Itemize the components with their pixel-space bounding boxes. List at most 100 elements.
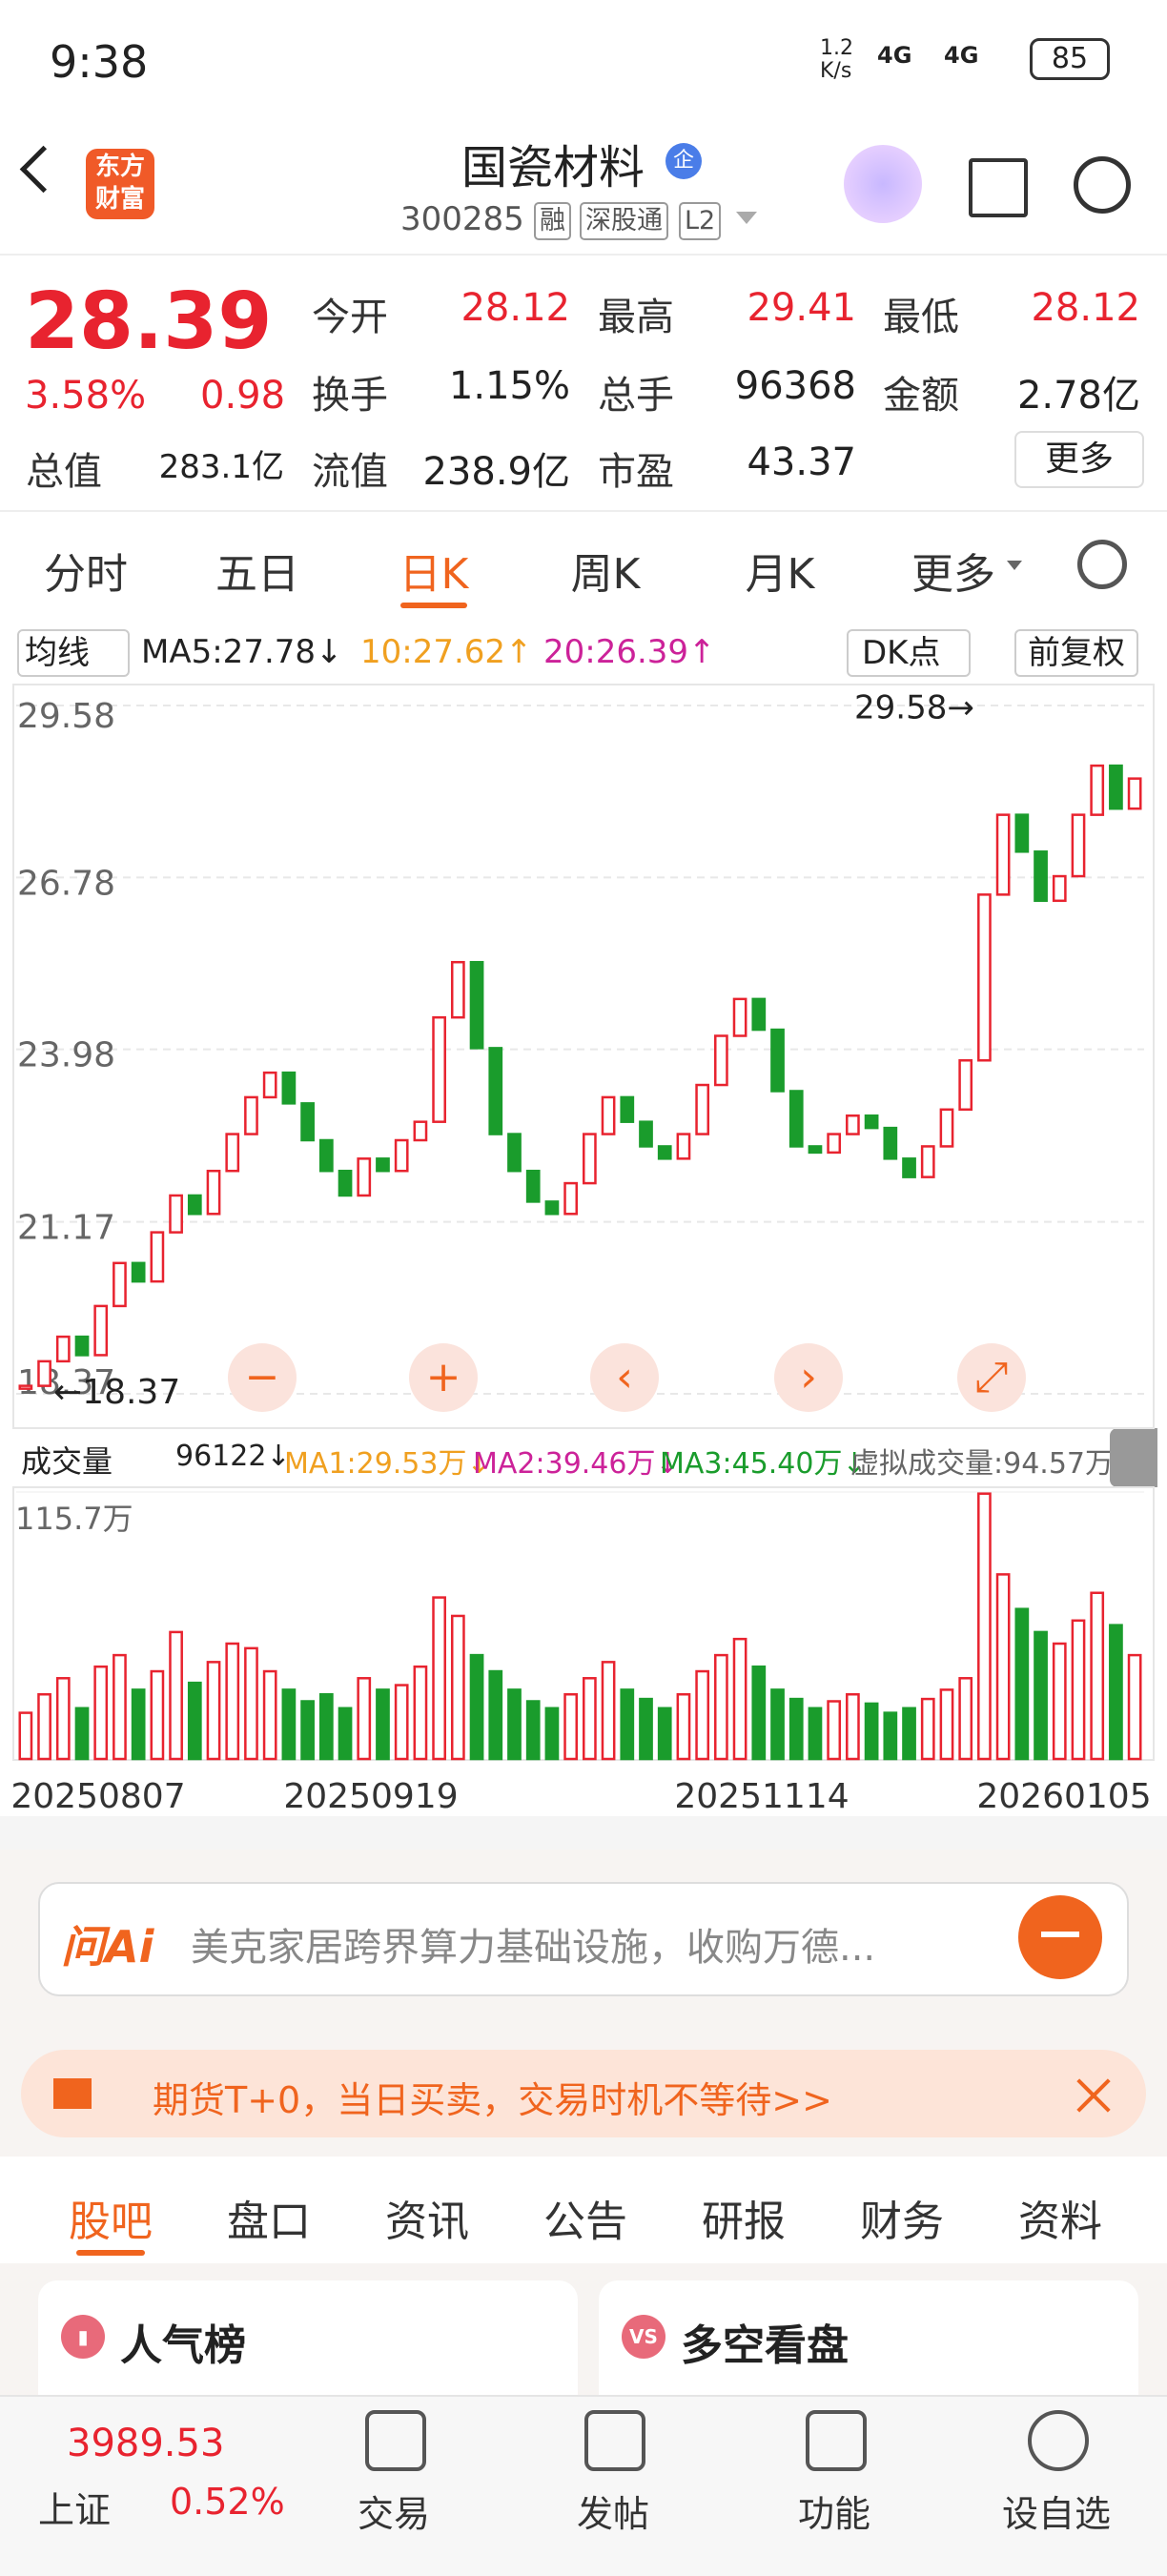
banner-icon [53, 2078, 92, 2109]
volume-bar [639, 1697, 653, 1761]
logo-line: 东方 [94, 153, 145, 181]
date-label: 20260105 [976, 1777, 1151, 1816]
tab[interactable]: 五日 [215, 550, 299, 599]
status-icons [677, 42, 801, 74]
more-button[interactable]: 更多 [1014, 431, 1144, 488]
ma-selector[interactable]: 均线 [17, 629, 130, 677]
candle [827, 1133, 842, 1155]
candle [788, 1090, 804, 1148]
volume-bar [187, 1681, 202, 1761]
volume-frame [12, 1486, 1155, 1761]
candle [846, 1114, 860, 1135]
candle [1090, 764, 1105, 816]
candle [338, 1169, 353, 1197]
dropdown [736, 212, 757, 224]
section-tab-active[interactable]: 股吧 [69, 2198, 153, 2246]
status-time: 9:38 [50, 36, 149, 88]
volume-bar [939, 1688, 954, 1761]
logo: 东方 财富 [86, 149, 154, 219]
tab[interactable]: 分时 [44, 550, 128, 599]
tab[interactable]: 月K [745, 550, 815, 599]
card-icon: ▮ [61, 2315, 105, 2359]
ai-placeholder: 美克家居跨界算力基础设施，收购万德... [191, 1926, 876, 1970]
candle [150, 1231, 165, 1283]
zoom-icon: + [426, 1353, 461, 1401]
fq-button[interactable]: 前复权 [1014, 629, 1138, 677]
candle [55, 1335, 71, 1363]
volume-bar [357, 1677, 372, 1761]
candle [995, 813, 1011, 896]
back-button[interactable] [19, 145, 68, 194]
share-icon[interactable] [969, 158, 1028, 217]
card-title: 多空看盘 [681, 2321, 849, 2370]
tabs-divider [0, 510, 1167, 512]
dk-button[interactable]: DK点 [847, 629, 972, 677]
tab[interactable]: 更多 [911, 550, 995, 599]
candle [169, 1194, 183, 1234]
promo-banner[interactable] [21, 2050, 1146, 2137]
field-label: 总手 [598, 374, 674, 418]
volume-bar [958, 1677, 973, 1761]
section-tab[interactable]: 资料 [1018, 2198, 1102, 2246]
status-net: 4G [944, 42, 979, 69]
nav-icon[interactable] [806, 2410, 867, 2471]
settings-icon[interactable] [1077, 540, 1127, 589]
vol-selector[interactable]: 成交量 [21, 1443, 113, 1480]
nav-item[interactable]: 发帖 [576, 2493, 649, 2535]
field-value: 29.41 [747, 286, 856, 330]
ma20: 20:26.39↑ [543, 633, 716, 671]
ai-search-box[interactable] [38, 1882, 1129, 1996]
volume-bar [93, 1665, 109, 1761]
tab[interactable]: 周K [570, 550, 641, 599]
volume-bar [113, 1653, 127, 1761]
candle [676, 1133, 691, 1160]
volume-bar [846, 1692, 860, 1761]
tab-underline [400, 603, 467, 608]
candle [206, 1169, 221, 1216]
nav-item[interactable]: 交易 [357, 2493, 430, 2535]
nav-icon[interactable] [584, 2410, 645, 2471]
vol-ma3: MA3:45.40万↓ [660, 1447, 867, 1481]
index-change: 0.52% [170, 2481, 285, 2523]
section-tab[interactable]: 研报 [702, 2198, 786, 2246]
nav-icon[interactable] [1028, 2410, 1089, 2471]
y-tick-label: 18.37 [17, 1363, 115, 1402]
ai-go-button[interactable] [1018, 1895, 1102, 1979]
stock-code: 300285 [400, 200, 524, 238]
index-value: 3989.53 [67, 2422, 225, 2465]
section-tab[interactable]: 公告 [543, 2198, 627, 2246]
ai-go-arrow [1041, 1932, 1079, 1937]
nav-icon[interactable] [365, 2410, 426, 2471]
section-tab[interactable]: 资讯 [385, 2198, 469, 2246]
volume-bar [413, 1665, 428, 1761]
y-tick-label: 23.98 [17, 1036, 115, 1075]
search-icon[interactable] [1074, 156, 1131, 214]
candle [450, 960, 465, 1019]
nav-item[interactable]: 设自选 [1001, 2493, 1111, 2535]
volume-bar [1071, 1619, 1086, 1761]
candle [187, 1194, 202, 1216]
section-tab[interactable]: 盘口 [227, 2198, 311, 2246]
volume-bar [977, 1492, 992, 1761]
tab-active[interactable]: 日K [399, 550, 469, 599]
section-tab[interactable]: 财务 [860, 2198, 944, 2246]
stock-name: 国瓷材料 [461, 141, 645, 194]
collapse-button[interactable] [1110, 1428, 1157, 1487]
volume-bar [394, 1684, 409, 1761]
nav-item[interactable]: 功能 [797, 2493, 870, 2535]
candle [582, 1133, 597, 1185]
candle [714, 1034, 728, 1087]
bottom-nav [0, 2395, 1167, 2576]
robot-avatar[interactable] [844, 145, 922, 223]
volume-bar [657, 1707, 672, 1761]
candle [131, 1261, 146, 1283]
volume-bar [788, 1697, 804, 1761]
candle [300, 1102, 315, 1142]
candle [864, 1114, 879, 1130]
field-value: 28.12 [1031, 286, 1140, 330]
y-tick-label: 21.17 [17, 1209, 115, 1248]
chart-frame [12, 684, 1155, 1429]
volume-bar [488, 1669, 503, 1761]
candle [1052, 874, 1067, 903]
zoom-control [957, 1343, 1026, 1412]
